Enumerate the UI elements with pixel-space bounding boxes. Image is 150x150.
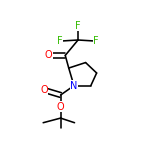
Text: F: F (93, 36, 99, 46)
Text: O: O (40, 85, 48, 95)
Text: O: O (57, 102, 64, 112)
Text: N: N (70, 81, 78, 91)
Text: F: F (57, 36, 63, 46)
Text: F: F (75, 21, 81, 31)
Text: O: O (45, 50, 52, 60)
